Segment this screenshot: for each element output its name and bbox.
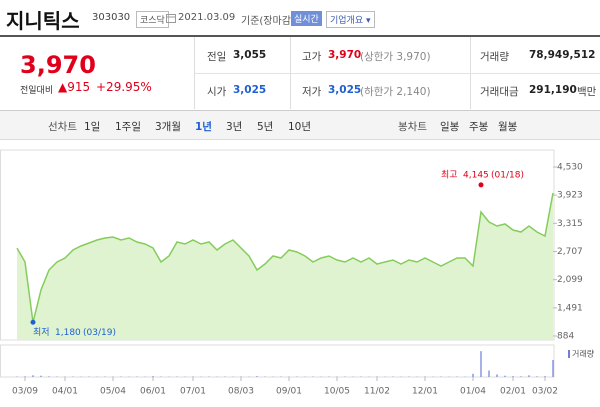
x-tick-label: 06/01: [140, 387, 166, 397]
volume-bar: [520, 376, 522, 377]
divider: [195, 73, 600, 74]
stat-value: 78,949,512: [529, 49, 596, 61]
candle-chart-label: 봉차트: [398, 121, 427, 133]
x-tick-label: 04/01: [52, 387, 78, 397]
extreme-label: 최고: [441, 169, 458, 180]
candle-button[interactable]: 주봉: [469, 121, 489, 133]
change-label: 전일대비: [20, 86, 54, 96]
stat-note: (상한가 3,970): [360, 51, 431, 63]
volume-bar: [256, 376, 258, 377]
change-rate: +29.95%: [96, 80, 152, 94]
chart: 884 1,491 2,099 2,707 3,315 3,923 4,530 최고 4,145…: [0, 149, 595, 397]
extreme-marker: [478, 182, 484, 188]
y-tick-label: 1,491: [557, 303, 583, 313]
volume-bar: [512, 376, 514, 377]
period-button[interactable]: 1주일: [115, 121, 142, 133]
change-value: 915: [67, 80, 91, 94]
volume-bar: [536, 376, 538, 377]
extreme-value: 4,145: [463, 170, 489, 180]
current-price: 3,970: [20, 51, 96, 79]
x-tick-label: 03/02: [532, 387, 558, 397]
stat-value: 3,025: [233, 84, 267, 96]
x-tick-label: 12/01: [412, 387, 438, 397]
x-tick-label: 05/04: [100, 387, 126, 397]
stat-value: 3,025: [328, 84, 362, 96]
stock-code: 303030: [92, 12, 131, 23]
stock-name: 지니틱스: [6, 9, 80, 33]
x-tick-label: 03/09: [12, 387, 38, 397]
extreme-value: 1,180: [55, 328, 81, 338]
volume-bar: [488, 370, 490, 377]
market-badge: 코스닥: [136, 11, 169, 28]
line-chart-label: 선차트: [48, 121, 77, 133]
extreme-marker: [30, 319, 36, 325]
candle-button[interactable]: 월봉: [498, 121, 518, 133]
period-button[interactable]: 1년: [195, 121, 212, 133]
divider: [194, 37, 195, 109]
base-date: 2021.03.09: [178, 12, 236, 23]
base-note: 기준(장마감): [241, 16, 295, 27]
stat-label: 저가: [302, 86, 322, 98]
volume-bar: [504, 375, 506, 377]
volume-bar: [496, 374, 498, 377]
period-button[interactable]: 10년: [288, 121, 312, 133]
period-button[interactable]: 3개월: [155, 121, 182, 133]
period-button[interactable]: 3년: [226, 121, 243, 133]
volume-bar: [544, 376, 546, 377]
volume-bar: [480, 351, 482, 377]
toolbar: 선차트 1일 1주일 3개월 1년 3년 5년 10년 봉차트 일봉 주봉 월봉: [0, 111, 600, 140]
volume-bar: [528, 375, 530, 377]
stat-label: 거래대금: [480, 86, 519, 98]
volume-legend: 거래량: [572, 349, 595, 359]
volume-bar: [24, 376, 26, 377]
stat-label: 거래량: [480, 51, 509, 63]
stat-value: 3,970: [328, 49, 362, 61]
calendar-icon: [166, 14, 176, 23]
y-tick-label: 884: [557, 332, 574, 342]
quote-panel: 3,970 전일대비 ▲915 +29.95% 전일 3,055 고가 3,970 (상…: [0, 37, 600, 111]
volume-legend-swatch: [568, 350, 570, 358]
change: ▲915: [58, 80, 91, 94]
volume-bar: [48, 376, 50, 377]
x-tick-label: 09/01: [276, 387, 302, 397]
extreme-date: (01/18): [491, 170, 524, 180]
y-tick-label: 2,707: [557, 247, 583, 257]
stat-label: 고가: [302, 51, 322, 63]
x-tick-label: 11/02: [364, 387, 390, 397]
stat-unit: 백만: [577, 86, 597, 98]
candle-button[interactable]: 일봉: [440, 121, 460, 133]
volume-bar: [152, 376, 154, 377]
y-tick-label: 3,923: [557, 191, 583, 201]
price-line: [16, 192, 554, 323]
volume-frame: [0, 344, 555, 378]
x-tick-label: 01/04: [460, 387, 486, 397]
volume-bar: [32, 375, 34, 377]
x-tick-label: 08/03: [228, 387, 254, 397]
area-fill: [17, 193, 553, 340]
volume-bar: [472, 373, 474, 377]
company-info-label: 기업개요: [330, 16, 364, 26]
stat-label: 시가: [207, 86, 227, 98]
x-tick-label: 10/05: [324, 387, 350, 397]
volume-bar: [40, 375, 42, 377]
company-info-dropdown[interactable]: 기업개요 ▾: [326, 11, 375, 28]
stat-value: 3,055: [233, 49, 267, 61]
period-button[interactable]: 1일: [84, 121, 101, 133]
stat-value: 291,190: [529, 84, 577, 96]
header: 지니틱스 303030 코스닥 2021.03.09 기준(장마감) 실시간 기…: [0, 0, 600, 37]
stat-label: 전일: [207, 51, 227, 63]
stat-note: (하한가 2,140): [360, 86, 431, 98]
y-tick-label: 3,315: [557, 219, 583, 229]
extreme-label: 최저: [33, 327, 50, 338]
volume-bar: [552, 359, 554, 377]
y-tick-label: 2,099: [557, 275, 583, 285]
period-button[interactable]: 5년: [257, 121, 274, 133]
x-tick-label: 07/01: [180, 387, 206, 397]
realtime-button[interactable]: 실시간: [291, 11, 322, 26]
y-tick-label: 4,530: [557, 163, 583, 173]
x-tick-label: 02/01: [500, 387, 526, 397]
extreme-date: (03/19): [83, 328, 116, 338]
